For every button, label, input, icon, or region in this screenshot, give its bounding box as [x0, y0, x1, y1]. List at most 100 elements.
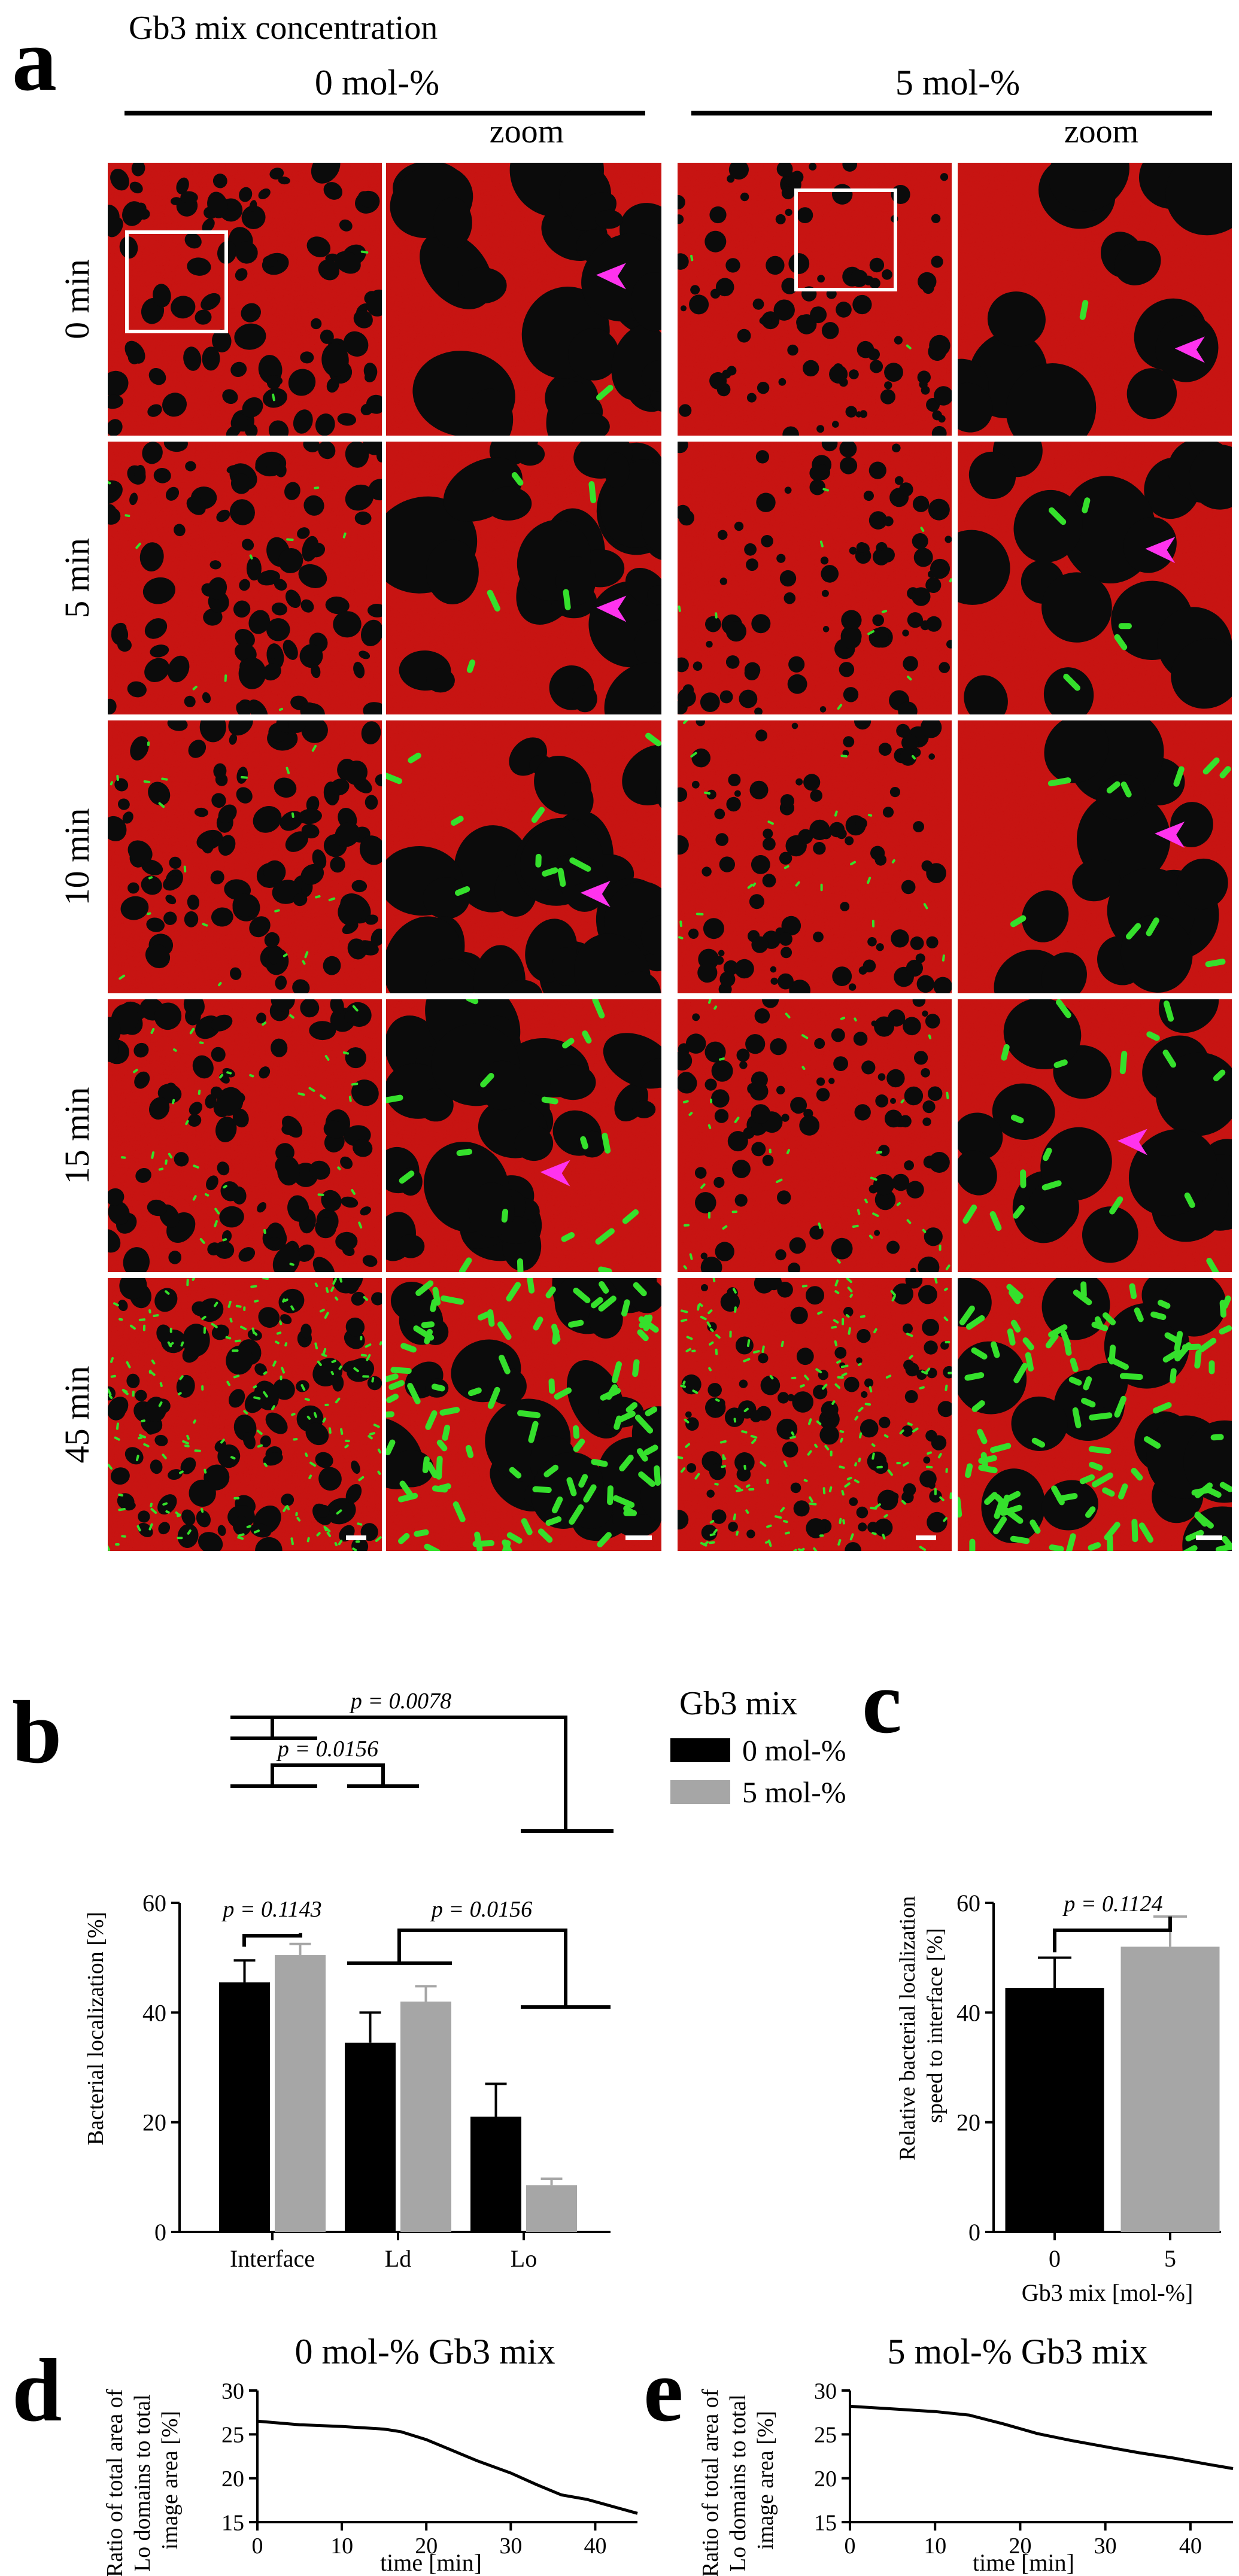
lo-domain [228, 1389, 245, 1408]
bacterium [591, 1459, 608, 1467]
bar [1120, 1947, 1220, 2232]
y-tick-label: 60 [956, 1890, 980, 1917]
bacterium [284, 1298, 289, 1302]
lo-domain [265, 1412, 288, 1434]
lo-domain [927, 1086, 943, 1101]
lo-domain [263, 1452, 283, 1466]
bacterium [477, 1311, 490, 1321]
lo-domain [707, 1383, 722, 1397]
chart-d-ylabel-line1: Ratio of total area of [102, 2389, 127, 2576]
bacterium [751, 1438, 757, 1444]
lo-domain [203, 608, 223, 626]
bacterium [598, 1295, 617, 1312]
bacterium [430, 1298, 438, 1312]
bacterium [458, 1257, 472, 1272]
bacterium [554, 1387, 572, 1400]
bacterium [679, 920, 682, 927]
bacterium [1222, 1535, 1232, 1549]
lo-domain [138, 208, 150, 220]
bacterium [175, 1511, 181, 1517]
lo-domain [131, 163, 145, 177]
micrograph-tile [678, 999, 952, 1272]
lo-domain [300, 351, 314, 364]
bacterium [141, 1419, 145, 1422]
lo-domain [913, 821, 925, 832]
lo-domain [367, 1376, 382, 1391]
lo-domain [182, 1324, 210, 1357]
bacterium [311, 744, 317, 752]
lo-domain [339, 219, 353, 232]
lo-domain [145, 944, 171, 969]
bacterium [1194, 1482, 1213, 1498]
lo-domain [920, 720, 942, 738]
bacterium [1045, 1333, 1059, 1349]
lo-domain [746, 558, 758, 571]
bacterium [871, 1532, 877, 1535]
lo-domain [280, 1314, 292, 1324]
bacterium [713, 1529, 718, 1534]
lo-domain [162, 393, 187, 417]
bacterium [143, 1443, 150, 1447]
bacterium [596, 385, 614, 401]
x-tick-label: 10 [924, 2534, 946, 2559]
bacterium [116, 775, 119, 781]
bacterium [339, 1278, 343, 1283]
bacterium [517, 1258, 524, 1272]
bacterium [828, 1486, 833, 1492]
lo-domain [906, 959, 923, 977]
lo-domain [836, 828, 847, 840]
lo-domain [337, 413, 357, 426]
lo-domain [269, 168, 284, 180]
bacterium [907, 676, 912, 681]
bacterium [275, 1340, 280, 1345]
bacterium [906, 1219, 912, 1224]
bacterium [683, 1265, 688, 1270]
panel-b: b Bacterial localization [%] 0204060Inte… [12, 1683, 846, 2272]
lo-domain [361, 721, 381, 745]
lo-domain [886, 1069, 905, 1088]
lo-domain [360, 1206, 371, 1216]
bacterium [791, 1376, 797, 1380]
lo-domain [694, 1167, 707, 1179]
lo-domain [822, 625, 830, 632]
lo-domain [905, 1278, 923, 1289]
bacterium [920, 527, 925, 532]
bacterium [263, 1462, 268, 1467]
lo-domain [734, 959, 754, 979]
y-tick-label: 15 [814, 2510, 837, 2535]
bacterium [233, 1497, 239, 1500]
lo-domain [604, 662, 661, 714]
lo-domain [832, 421, 839, 428]
bacterium [864, 1199, 868, 1204]
bacterium [120, 1156, 126, 1159]
lo-domain [177, 1523, 199, 1548]
lo-domain [840, 457, 858, 475]
chart-e-title: 5 mol-% Gb3 mix [888, 2332, 1148, 2371]
bacterium [451, 816, 464, 826]
lo-domain [287, 720, 307, 733]
bacterium [487, 1309, 495, 1327]
lo-domain [880, 547, 895, 562]
lo-domain [211, 907, 233, 927]
lo-domain [312, 849, 327, 869]
lo-domain [1044, 720, 1109, 783]
bacterium [366, 1354, 371, 1361]
bacterium [837, 1376, 844, 1379]
bacterium [700, 1183, 706, 1189]
bacterium [360, 250, 369, 254]
bacterium [606, 1384, 618, 1400]
lo-domain [211, 1324, 229, 1340]
lo-domain [187, 257, 211, 276]
bacterium [142, 1324, 146, 1331]
arrowhead-marker [596, 263, 626, 290]
lo-domain [257, 1202, 267, 1213]
bacterium [325, 1287, 329, 1293]
series-line [849, 2404, 1234, 2470]
lo-domain [108, 698, 117, 714]
bacterium [199, 1237, 205, 1244]
bacterium [322, 1418, 326, 1423]
lo-domain [108, 1201, 130, 1225]
bacterium [304, 951, 309, 959]
lo-domain [142, 577, 175, 604]
